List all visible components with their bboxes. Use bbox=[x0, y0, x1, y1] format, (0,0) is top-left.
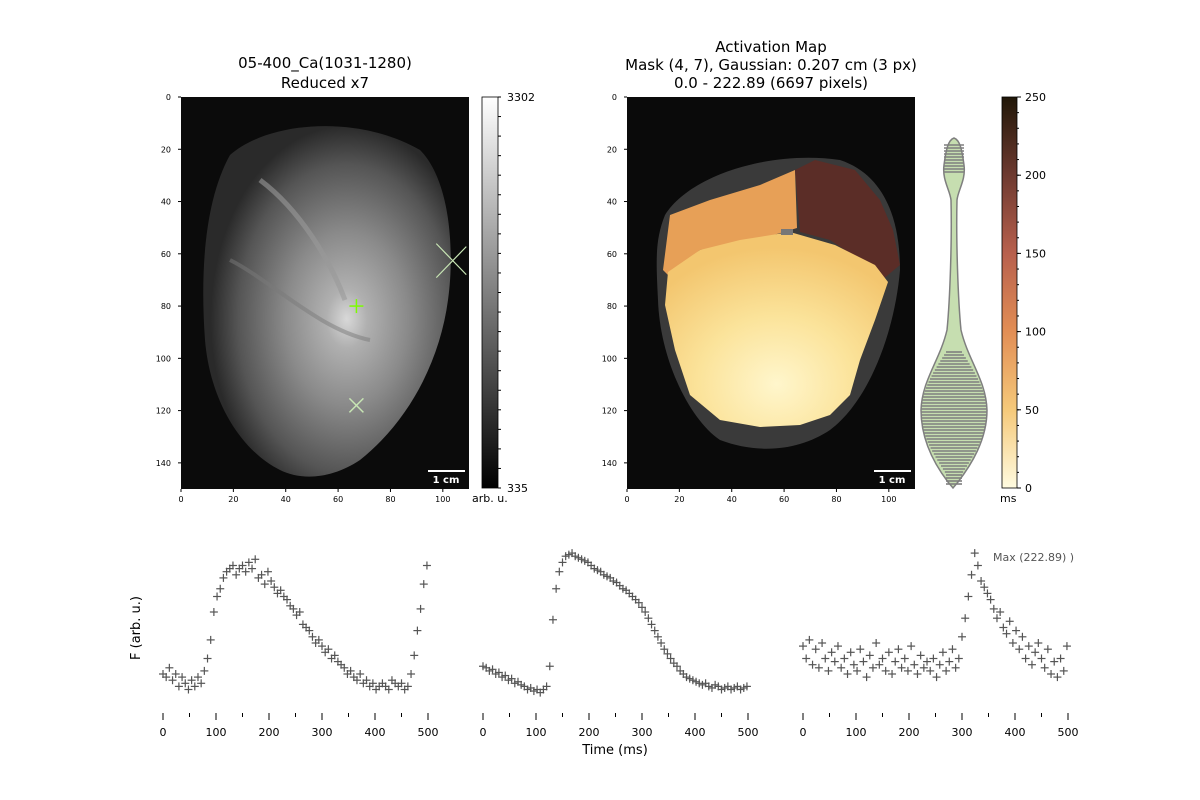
trace-x-tick-label: 0 bbox=[800, 726, 807, 739]
fluorescence_panel-y-tick-label: 0 bbox=[166, 93, 171, 102]
fluorescence-colorbar-unit: arb. u. bbox=[472, 492, 508, 505]
activation-title-line2: Mask (4, 7), Gaussian: 0.207 cm (3 px) bbox=[625, 56, 917, 74]
fluorescence-x-axis: 0 20 40 60 80 100 bbox=[178, 489, 450, 504]
activation_panel-y-tick-label: 140 bbox=[602, 459, 617, 468]
activation-colorbar-tick-label: 150 bbox=[1025, 247, 1046, 260]
activation_panel-y-tick-label: 120 bbox=[602, 407, 617, 416]
heart-image bbox=[203, 126, 451, 477]
trace-x-tick-label: 300 bbox=[952, 726, 973, 739]
trace-max-annotation: Max (222.89) ) bbox=[993, 551, 1074, 564]
activation-colorbar-tick-label: 250 bbox=[1025, 91, 1046, 104]
trace-x-tick-label: 0 bbox=[160, 726, 167, 739]
activation-colorbar-tick-label: 0 bbox=[1025, 482, 1032, 495]
activation-violin bbox=[920, 137, 988, 490]
activation_panel-x-tick-label: 0 bbox=[624, 495, 629, 504]
activation-mask-notch bbox=[781, 229, 793, 235]
activation-scalebar-label: 1 cm bbox=[879, 475, 906, 486]
activation_panel-y-tick-label: 80 bbox=[607, 302, 617, 311]
fluorescence-colorbar-minor-ticks bbox=[498, 96, 501, 489]
trace-plot-3: 0 100 200 300 400 500 bbox=[799, 549, 1079, 739]
traces-xlabel: Time (ms) bbox=[581, 743, 648, 758]
trace-x-tick-label: 200 bbox=[899, 726, 920, 739]
activation-colorbar-ticks: 0 50 100 150 200 250 bbox=[1017, 91, 1046, 495]
fluorescence-scalebar-label: 1 cm bbox=[433, 475, 460, 486]
fluorescence-markers bbox=[348, 243, 467, 413]
activation_panel-y-tick-label: 40 bbox=[607, 198, 617, 207]
trace-x-tick-label: 0 bbox=[480, 726, 487, 739]
trace-plot-2: 0 100 200 300 400 500 bbox=[479, 549, 759, 739]
fluorescence_panel-y-tick-label: 40 bbox=[161, 198, 171, 207]
activation-panel: Activation Map Mask (4, 7), Gaussian: 0.… bbox=[602, 38, 1046, 505]
trace-x-tick-label: 500 bbox=[738, 726, 759, 739]
fluorescence_panel-y-tick-label: 60 bbox=[161, 250, 171, 259]
traces-ylabel: F (arb. u.) bbox=[129, 596, 144, 660]
fluorescence_panel-y-tick-label: 120 bbox=[156, 407, 171, 416]
fluorescence-title-line2: Reduced x7 bbox=[281, 74, 369, 92]
vessel-shadow bbox=[229, 258, 371, 342]
activation-x-axis: 0 20 40 60 80 100 bbox=[624, 489, 896, 504]
fluorescence_panel-y-tick-label: 100 bbox=[156, 354, 171, 363]
activation_panel-x-tick-label: 40 bbox=[727, 495, 737, 504]
trace-x-tick-label: 300 bbox=[632, 726, 653, 739]
fluorescence-y-axis: 0 20 40 60 80 100 120 140 bbox=[156, 93, 181, 468]
activation_panel-y-tick-label: 20 bbox=[607, 145, 617, 154]
activation_panel-y-tick-label: 0 bbox=[612, 93, 617, 102]
trace-x-tick-label: 500 bbox=[418, 726, 439, 739]
activation-region-base bbox=[665, 232, 888, 427]
activation-colorbar bbox=[1001, 96, 1018, 489]
vessel-shadow bbox=[258, 178, 348, 301]
activation-colorbar-tick-label: 100 bbox=[1025, 326, 1046, 339]
trace-x-tick-label: 200 bbox=[579, 726, 600, 739]
fluorescence-title-line1: 05-400_Ca(1031-1280) bbox=[238, 54, 412, 73]
fluorescence_panel-y-tick-label: 80 bbox=[161, 302, 171, 311]
fluorescence_panel-y-tick-label: 20 bbox=[161, 145, 171, 154]
activation_panel-y-tick-label: 100 bbox=[602, 354, 617, 363]
fluorescence_panel-x-tick-label: 0 bbox=[178, 495, 183, 504]
trace-x-tick-label: 400 bbox=[685, 726, 706, 739]
fluorescence_panel-x-tick-label: 20 bbox=[228, 495, 238, 504]
activation-colorbar-unit: ms bbox=[1000, 492, 1017, 505]
trace-x-tick-label: 100 bbox=[526, 726, 547, 739]
trace-x-tick-label: 300 bbox=[312, 726, 333, 739]
activation-colorbar-tick-label: 200 bbox=[1025, 169, 1046, 182]
fluorescence_panel-x-tick-label: 60 bbox=[333, 495, 343, 504]
trace-x-tick-label: 400 bbox=[365, 726, 386, 739]
trace-plot-1: 0 100 200 300 400 500 bbox=[159, 555, 439, 739]
trace-x-tick-label: 100 bbox=[206, 726, 227, 739]
activation_panel-x-tick-label: 80 bbox=[831, 495, 841, 504]
fluorescence_panel-x-tick-label: 80 bbox=[385, 495, 395, 504]
activation-title-line1: Activation Map bbox=[715, 38, 827, 56]
big-cross-marker bbox=[435, 243, 467, 276]
activation-region-left-upper bbox=[663, 170, 797, 275]
fluorescence-panel: 05-400_Ca(1031-1280) Reduced x7 1 cm 0 20… bbox=[156, 54, 535, 505]
activation-region-right-upper bbox=[795, 160, 900, 280]
activation-title-line3: 0.0 - 222.89 (6697 pixels) bbox=[674, 74, 868, 92]
activation_panel-x-tick-label: 100 bbox=[881, 495, 896, 504]
fluorescence-colorbar bbox=[481, 96, 499, 489]
trace-x-tick-label: 200 bbox=[259, 726, 280, 739]
cross-marker bbox=[348, 397, 364, 413]
trace-x-tick-label: 500 bbox=[1058, 726, 1079, 739]
activation_panel-x-tick-label: 20 bbox=[674, 495, 684, 504]
fluorescence_panel-y-tick-label: 140 bbox=[156, 459, 171, 468]
fluorescence_panel-x-tick-label: 100 bbox=[435, 495, 450, 504]
big-cross-marker bbox=[435, 246, 467, 279]
traces-panel: F (arb. u.) Time (ms) Max (222.89) ) 0 10… bbox=[129, 549, 1079, 758]
activation-colorbar-tick-label: 50 bbox=[1025, 404, 1039, 417]
trace-x-tick-label: 100 bbox=[846, 726, 867, 739]
trace-x-tick-label: 400 bbox=[1005, 726, 1026, 739]
fluorescence-colorbar-max: 3302 bbox=[507, 91, 535, 104]
fluorescence-colorbar-min: 335 bbox=[507, 482, 528, 495]
activation-y-axis: 0 20 40 60 80 100 120 140 bbox=[602, 93, 627, 468]
activation_panel-x-tick-label: 60 bbox=[779, 495, 789, 504]
activation_panel-y-tick-label: 60 bbox=[607, 250, 617, 259]
fluorescence_panel-x-tick-label: 40 bbox=[281, 495, 291, 504]
